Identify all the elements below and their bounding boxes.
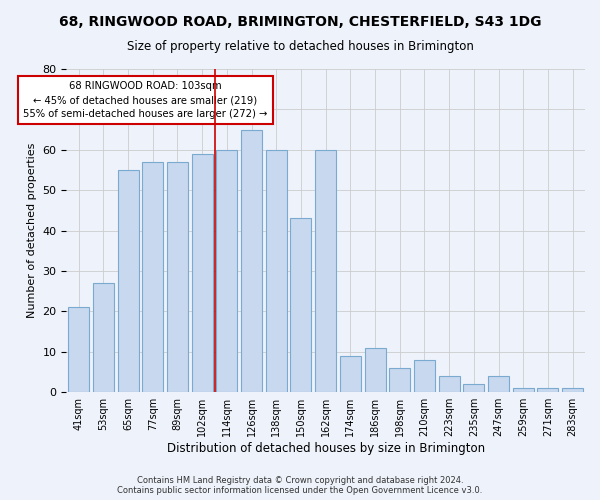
Bar xyxy=(513,388,534,392)
Bar xyxy=(463,384,484,392)
Bar xyxy=(191,154,212,392)
Bar xyxy=(167,162,188,392)
Bar xyxy=(340,356,361,392)
Bar xyxy=(562,388,583,392)
Bar xyxy=(241,130,262,392)
Bar xyxy=(142,162,163,392)
Bar xyxy=(365,348,386,392)
X-axis label: Distribution of detached houses by size in Brimington: Distribution of detached houses by size … xyxy=(167,442,485,455)
Bar xyxy=(538,388,559,392)
Bar xyxy=(389,368,410,392)
Bar xyxy=(118,170,139,392)
Bar xyxy=(68,308,89,392)
Bar xyxy=(414,360,435,392)
Bar xyxy=(93,283,114,392)
Bar xyxy=(488,376,509,392)
Bar xyxy=(439,376,460,392)
Bar xyxy=(290,218,311,392)
Bar xyxy=(315,150,336,392)
Bar xyxy=(217,150,238,392)
Bar xyxy=(266,150,287,392)
Text: 68 RINGWOOD ROAD: 103sqm
← 45% of detached houses are smaller (219)
55% of semi-: 68 RINGWOOD ROAD: 103sqm ← 45% of detach… xyxy=(23,81,268,119)
Y-axis label: Number of detached properties: Number of detached properties xyxy=(27,143,37,318)
Text: Contains HM Land Registry data © Crown copyright and database right 2024.
Contai: Contains HM Land Registry data © Crown c… xyxy=(118,476,482,495)
Text: Size of property relative to detached houses in Brimington: Size of property relative to detached ho… xyxy=(127,40,473,53)
Text: 68, RINGWOOD ROAD, BRIMINGTON, CHESTERFIELD, S43 1DG: 68, RINGWOOD ROAD, BRIMINGTON, CHESTERFI… xyxy=(59,15,541,29)
